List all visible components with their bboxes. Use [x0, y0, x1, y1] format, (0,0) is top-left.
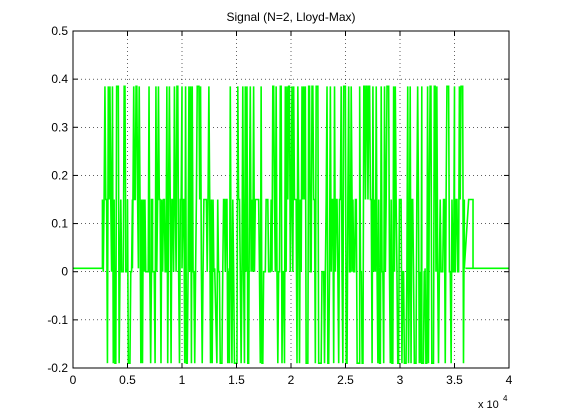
x-tick-label: 1: [179, 373, 186, 387]
chart-title: Signal (N=2, Lloyd-Max): [226, 10, 355, 24]
ticks: 0 0.5 1 1.5 2 2.5 3 3.5 4 -0.2 -0.1 0 0.1 0.2 0.3 0.4 0.…: [47, 24, 512, 387]
y-tick-label: -0.1: [47, 313, 68, 327]
x-tick-label: 1.5: [228, 373, 245, 387]
y-tick-label: 0: [61, 265, 68, 279]
signal-series: [73, 85, 509, 364]
x-tick-label: 4: [506, 373, 513, 387]
x-tick-label: 0.5: [119, 373, 136, 387]
x-tick-label: 3.5: [446, 373, 463, 387]
signal-line: [73, 85, 509, 364]
y-tick-label: 0.2: [51, 168, 68, 182]
x-tick-label: 0: [70, 373, 77, 387]
y-tick-label: 0.5: [51, 24, 68, 38]
x-tick-label: 3: [397, 373, 404, 387]
x-axis-exponent-power: 4: [503, 394, 508, 403]
y-tick-label: 0.3: [51, 120, 68, 134]
x-tick-label: 2: [288, 373, 295, 387]
y-tick-label: 0.4: [51, 72, 68, 86]
y-tick-label: 0.1: [51, 217, 68, 231]
x-axis-exponent-label: x 10: [478, 399, 499, 411]
y-tick-label: -0.2: [47, 361, 68, 375]
x-tick-label: 2.5: [337, 373, 354, 387]
